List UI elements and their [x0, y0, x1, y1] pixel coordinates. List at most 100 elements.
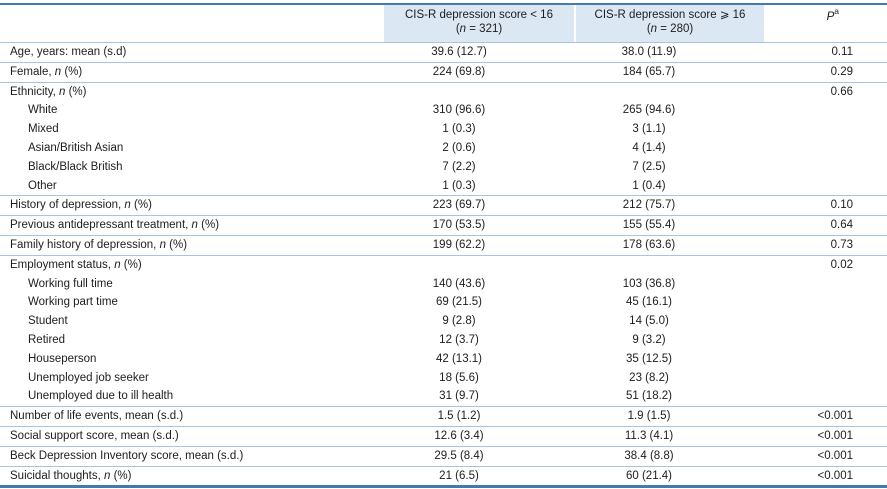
row-value-low: 12.6 (3.4) [434, 429, 484, 442]
table-block: Suicidal thoughts, n (%) 21 (6.5) 60 (21.4… [0, 467, 887, 486]
row-label: Ethnicity, n (%) [10, 85, 87, 98]
row-label: Other [28, 179, 57, 192]
row-value-low: 1.5 (1.2) [437, 410, 481, 423]
row-p-value [764, 312, 887, 331]
row-value-high [574, 83, 764, 102]
table-row: Age, years: mean (s.d) 39.6 (12.7) 38.0 (1… [0, 43, 887, 62]
row-p-value [764, 101, 887, 120]
row-p-value: 0.29 [830, 65, 853, 78]
header-col-low: CIS-R depression score < 16 (n = 321) [384, 5, 574, 42]
row-label: Unemployed due to ill health [28, 390, 174, 403]
row-label: Suicidal thoughts, n (%) [10, 469, 132, 482]
table-row: Houseperson 42 (13.1) 35 (12.5) [0, 350, 887, 369]
row-value-low [384, 256, 574, 275]
row-value-low: 29.5 (8.4) [434, 449, 484, 462]
table-row: White 310 (96.6) 265 (94.6) [0, 101, 887, 120]
row-value-low: 69 (21.5) [435, 296, 483, 309]
header-p-label: P [826, 11, 835, 23]
header-col-low-title: CIS-R depression score < 16 [405, 9, 553, 21]
row-value-high: 7 (2.5) [632, 160, 666, 173]
row-value-high: 9 (3.2) [632, 333, 666, 346]
row-label: Family history of depression, n (%) [10, 238, 188, 251]
row-value-high: 35 (12.5) [625, 352, 673, 365]
table-row: Suicidal thoughts, n (%) 21 (6.5) 60 (21.4… [0, 467, 887, 486]
row-p-value: <0.001 [817, 469, 854, 482]
table-row: Other 1 (0.3) 1 (0.4) [0, 177, 887, 196]
table-row: Black/Black British 7 (2.2) 7 (2.5) [0, 158, 887, 177]
row-value-high: 51 (18.2) [625, 390, 673, 403]
table-row: Student 9 (2.8) 14 (5.0) [0, 312, 887, 331]
row-value-high: 3 (1.1) [632, 123, 666, 136]
row-p-value: 0.66 [830, 85, 853, 98]
row-value-low: 1 (0.3) [442, 123, 476, 136]
row-value-high: 38.4 (8.8) [624, 449, 674, 462]
row-label: Social support score, mean (s.d.) [10, 429, 179, 442]
table-block: Social support score, mean (s.d.) 12.6 (3… [0, 427, 887, 447]
row-value-high: 103 (36.8) [622, 277, 676, 290]
row-value-low: 21 (6.5) [439, 469, 479, 482]
row-label: Working full time [28, 277, 113, 290]
row-label: Number of life events, mean (s.d.) [10, 410, 184, 423]
row-value-low: 18 (5.6) [439, 371, 479, 384]
table-row: Retired 12 (3.7) 9 (3.2) [0, 331, 887, 350]
row-p-value [764, 139, 887, 158]
header-col-high-n: (n = 280) [646, 22, 694, 35]
row-label: White [28, 104, 58, 117]
row-value-high: 178 (63.6) [622, 238, 676, 251]
table-row: Social support score, mean (s.d.) 12.6 (3… [0, 427, 887, 446]
row-label: Retired [28, 333, 66, 346]
row-p-value: 0.10 [830, 199, 853, 212]
row-value-high: 11.3 (4.1) [624, 429, 674, 442]
row-value-low: 31 (9.7) [439, 390, 479, 403]
row-value-high: 155 (55.4) [622, 219, 676, 232]
row-value-low: 42 (13.1) [435, 352, 483, 365]
header-empty-cell [0, 5, 384, 42]
table-top-rule [0, 3, 887, 5]
table-block: Employment status, n (%) 0.02 Working full… [0, 256, 887, 408]
table-block: Age, years: mean (s.d) 39.6 (12.7) 38.0 (1… [0, 43, 887, 63]
table-row: Female, n (%) 224 (69.8) 184 (65.7) 0.29 [0, 63, 887, 82]
row-p-value [764, 350, 887, 369]
row-value-high: 184 (65.7) [622, 65, 676, 78]
row-label: Black/Black British [28, 160, 123, 173]
header-col-high: CIS-R depression score ⩾ 16 (n = 280) [574, 5, 764, 42]
row-value-high: 212 (75.7) [622, 199, 676, 212]
row-value-high: 45 (16.1) [625, 296, 673, 309]
row-label: Student [28, 315, 68, 328]
row-value-high: 1 (0.4) [632, 179, 666, 192]
row-value-low: 39.6 (12.7) [431, 46, 487, 58]
row-value-high: 23 (8.2) [629, 371, 669, 384]
row-p-value [764, 120, 887, 139]
row-value-high: 4 (1.4) [632, 141, 666, 154]
table-block: Number of life events, mean (s.d.) 1.5 (1… [0, 407, 887, 427]
row-label: Employment status, n (%) [10, 258, 142, 271]
row-value-low: 1 (0.3) [442, 179, 476, 192]
header-col-high-title: CIS-R depression score ⩾ 16 [594, 9, 746, 21]
table-row: Mixed 1 (0.3) 3 (1.1) [0, 120, 887, 139]
row-label: Previous antidepressant treatment, n (%) [10, 219, 220, 232]
table-row: Family history of depression, n (%) 199 (… [0, 236, 887, 255]
table-block: Family history of depression, n (%) 199 (… [0, 236, 887, 256]
row-value-high: 38.0 (11.9) [621, 46, 677, 58]
table-row: Employment status, n (%) 0.02 [0, 256, 887, 275]
row-p-value: <0.001 [817, 410, 854, 423]
table-row: Ethnicity, n (%) 0.66 [0, 83, 887, 102]
row-value-low: 224 (69.8) [432, 65, 486, 78]
row-value-low [384, 83, 574, 102]
row-value-high: 14 (5.0) [629, 315, 669, 328]
row-value-low: 2 (0.6) [442, 141, 476, 154]
row-label: Female, n (%) [10, 65, 83, 78]
row-label: Houseperson [28, 352, 97, 365]
row-p-value: 0.64 [830, 219, 853, 232]
row-value-high [574, 256, 764, 275]
table-bottom-rule [0, 485, 887, 489]
header-col-low-n: (n = 321) [455, 22, 503, 35]
table-body: Age, years: mean (s.d) 39.6 (12.7) 38.0 (1… [0, 43, 887, 485]
row-value-high: 265 (94.6) [622, 104, 676, 117]
row-value-high: 60 (21.4) [625, 469, 673, 482]
row-label: Unemployed job seeker [28, 371, 149, 384]
table-block: Female, n (%) 224 (69.8) 184 (65.7) 0.29 [0, 63, 887, 83]
row-p-value [764, 177, 887, 196]
